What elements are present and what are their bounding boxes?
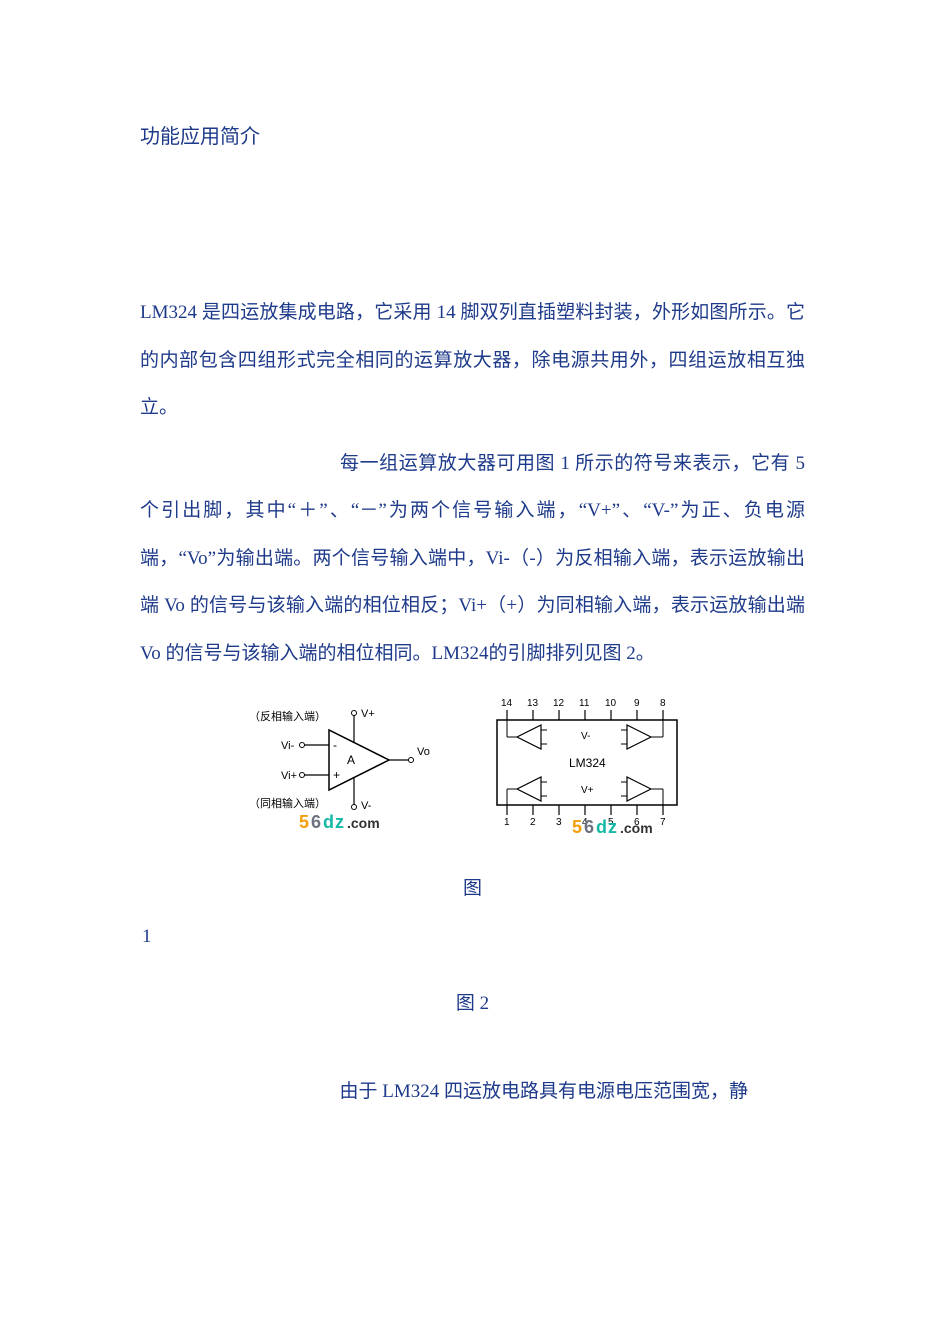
paragraph-1: LM324 是四运放集成电路，它采用 14 脚双列直插塑料封装，外形如图所示。它… [140, 289, 805, 432]
label-v-minus: V- [361, 800, 372, 812]
svg-text:9: 9 [634, 698, 640, 709]
label-inverting: （反相输入端） [249, 709, 326, 723]
caption-fig2: 图 2 [140, 980, 805, 1028]
svg-text:10: 10 [605, 698, 617, 709]
svg-text:2: 2 [530, 817, 536, 828]
watermark-fig1: 5 6 d z .com [299, 812, 380, 832]
para2-rest: 它有 5 个引出脚，其中“＋”、“－”为两个信号输入端，“V+”、“V-”为正、… [140, 453, 805, 664]
chip-v-plus: V+ [581, 785, 594, 796]
label-noninverting: （同相输入端） [249, 796, 326, 810]
svg-text:5: 5 [299, 812, 309, 832]
svg-text:1: 1 [504, 817, 510, 828]
label-v-plus: V+ [361, 708, 375, 720]
opamp-symbol-diagram: （反相输入端） （同相输入端） Vi- Vi+ V+ V- Vo A - + 5… [249, 695, 449, 835]
svg-text:12: 12 [553, 698, 565, 709]
label-plus: + [333, 768, 340, 782]
label-vo: Vo [417, 746, 430, 758]
svg-text:d: d [323, 812, 334, 832]
caption-fig1-word: 图 [140, 865, 805, 913]
svg-text:d: d [596, 817, 607, 835]
svg-text:6: 6 [311, 812, 321, 832]
label-vi-plus: Vi+ [281, 770, 297, 782]
label-amp-a: A [347, 753, 355, 767]
pinout-diagram: 14 13 12 11 10 9 8 1 2 3 4 5 6 7 [477, 695, 697, 835]
svg-text:8: 8 [660, 698, 666, 709]
watermark-fig2: 5 6 d z .com [572, 817, 653, 835]
svg-text:6: 6 [584, 817, 594, 835]
caption-fig1-num: 1 [142, 913, 805, 961]
label-minus: - [333, 738, 337, 752]
figure-area: （反相输入端） （同相输入端） Vi- Vi+ V+ V- Vo A - + 5… [140, 695, 805, 835]
chip-v-minus: V- [581, 731, 590, 742]
svg-text:.com: .com [620, 820, 653, 835]
pins-top: 14 13 12 11 10 9 8 [501, 698, 666, 720]
para2-prefix: 每一组运算放大器可用图 1 所示的符号来表示， [340, 453, 752, 474]
chip-label: LM324 [569, 756, 606, 770]
svg-text:7: 7 [660, 817, 666, 828]
paragraph-3: 由于 LM324 四运放电路具有电源电压范围宽，静 [140, 1068, 805, 1116]
svg-text:z: z [608, 817, 617, 835]
svg-text:11: 11 [579, 698, 590, 709]
paragraph-2: 每一组运算放大器可用图 1 所示的符号来表示，它有 5 个引出脚，其中“＋”、“… [140, 440, 805, 678]
svg-text:.com: .com [347, 815, 380, 831]
svg-text:3: 3 [556, 817, 562, 828]
svg-text:14: 14 [501, 698, 513, 709]
svg-text:13: 13 [527, 698, 539, 709]
label-vi-minus: Vi- [281, 740, 295, 752]
svg-text:z: z [335, 812, 344, 832]
svg-text:5: 5 [572, 817, 582, 835]
page-title: 功能应用简介 [140, 120, 805, 149]
